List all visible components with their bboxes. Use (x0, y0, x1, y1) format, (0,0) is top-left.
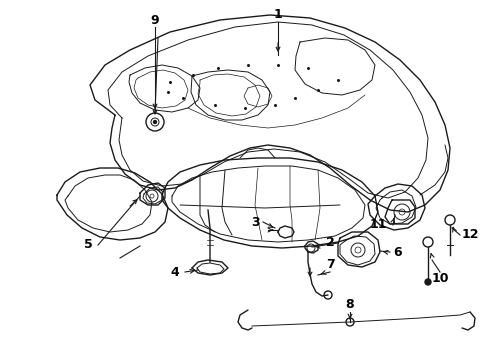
Text: 4: 4 (171, 266, 179, 279)
Text: 10: 10 (431, 271, 449, 284)
Text: 7: 7 (326, 258, 334, 271)
Text: 6: 6 (393, 246, 402, 258)
Circle shape (153, 121, 156, 123)
Text: 3: 3 (251, 216, 259, 229)
Text: 9: 9 (151, 13, 159, 27)
Text: 5: 5 (84, 238, 93, 252)
Text: 1: 1 (273, 9, 282, 22)
Text: 8: 8 (345, 298, 354, 311)
Text: 11: 11 (369, 219, 387, 231)
Circle shape (425, 279, 431, 285)
Text: 2: 2 (326, 235, 334, 248)
Text: 12: 12 (462, 229, 480, 242)
